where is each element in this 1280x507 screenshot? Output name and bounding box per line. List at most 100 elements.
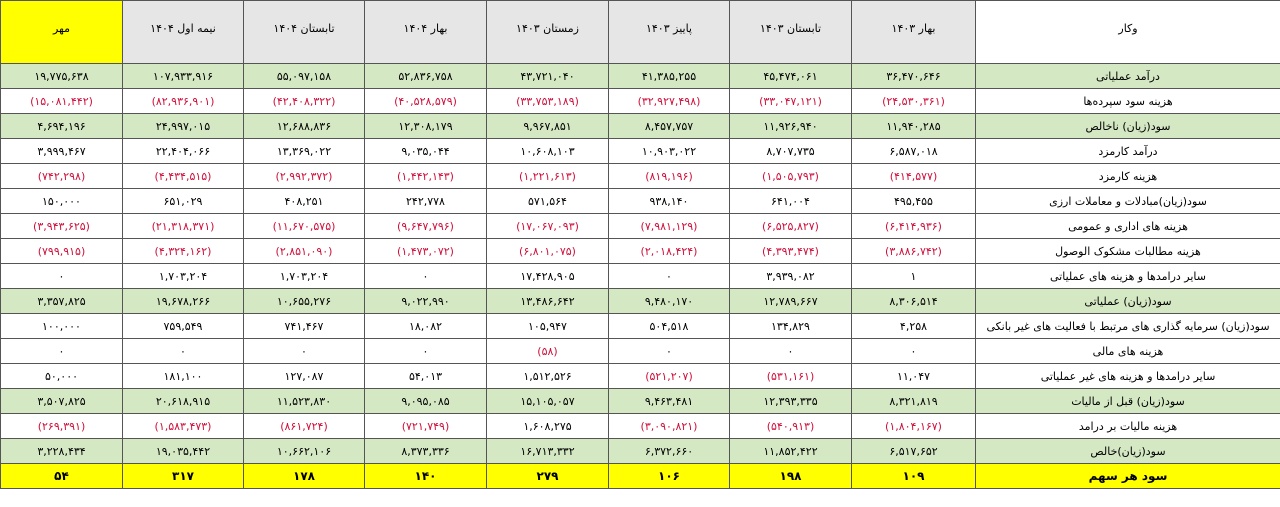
table-cell: ۴,۶۹۴,۱۹۶ <box>0 113 123 139</box>
table-cell: ۲۲,۴۰۴,۰۶۶ <box>122 138 244 164</box>
table-row: هزینه های اداری و عمومی (۶,۴۱۴,۹۳۶) (۶,۵۲۵… <box>0 213 1280 239</box>
table-row: سایر درامدها و هزینه های غیر عملیاتی ۱۱,۰… <box>0 363 1280 389</box>
table-cell: (۳۲,۹۲۷,۴۹۸) <box>608 88 730 114</box>
row-label: سود(زیان) سرمایه گذاری های مرتبط با فعال… <box>975 313 1280 339</box>
row-label: هزینه مالیات بر درامد <box>975 413 1280 439</box>
table-cell: ۱۹۸ <box>729 463 852 489</box>
column-header: بهار ۱۴۰۴ <box>364 0 487 64</box>
table-cell: ۴۰۸,۲۵۱ <box>243 188 365 214</box>
table-cell: ۰ <box>851 338 976 364</box>
table-cell: ۳,۹۳۹,۰۸۲ <box>729 263 852 289</box>
table-cell: ۹,۰۳۵,۰۴۴ <box>364 138 487 164</box>
table-cell: ۳۶,۴۷۰,۶۴۶ <box>851 63 976 89</box>
table-cell: ۰ <box>364 263 487 289</box>
table-cell: (۳۳,۰۴۷,۱۲۱) <box>729 88 852 114</box>
table-cell: ۱۰۵,۹۴۷ <box>486 313 609 339</box>
table-row: سود(زیان) قبل از مالیات ۸,۳۲۱,۸۱۹ ۱۲,۳۹۳,۳… <box>0 388 1280 414</box>
table-cell: ۲۷۹ <box>486 463 609 489</box>
table-cell: ۱۱,۵۲۳,۸۳۰ <box>243 388 365 414</box>
table-cell: ۱۰۶ <box>608 463 730 489</box>
table-cell: (۵۴۰,۹۱۳) <box>729 413 852 439</box>
row-label: سود(زیان) ناخالص <box>975 113 1280 139</box>
table-cell: (۴۲,۴۰۸,۳۲۲) <box>243 88 365 114</box>
table-cell: ۱,۷۰۳,۲۰۴ <box>243 263 365 289</box>
table-cell: (۲۴,۵۳۰,۳۶۱) <box>851 88 976 114</box>
row-label: هزینه کارمزد <box>975 163 1280 189</box>
table-cell: ۳۱۷ <box>122 463 244 489</box>
table-cell: ۳,۳۵۷,۸۲۵ <box>0 288 123 314</box>
table-cell: ۴۱,۳۸۵,۲۵۵ <box>608 63 730 89</box>
table-cell: ۱۲,۶۸۸,۸۳۶ <box>243 113 365 139</box>
table-cell: (۱,۸۰۴,۱۶۷) <box>851 413 976 439</box>
row-label: سود(زیان)مبادلات و معاملات ارزی <box>975 188 1280 214</box>
table-cell: ۱۹,۷۷۵,۶۳۸ <box>0 63 123 89</box>
table-cell: ۰ <box>364 338 487 364</box>
table-cell: ۲۴۲,۷۷۸ <box>364 188 487 214</box>
table-cell: (۷۲۱,۷۴۹) <box>364 413 487 439</box>
table-cell: ۳,۵۰۷,۸۲۵ <box>0 388 123 414</box>
column-header: تابستان ۱۴۰۴ <box>243 0 365 64</box>
row-label: سود هر سهم <box>975 463 1280 489</box>
table-cell: (۱,۵۸۳,۴۷۳) <box>122 413 244 439</box>
table-cell: ۱۰,۶۰۸,۱۰۳ <box>486 138 609 164</box>
table-cell: ۰ <box>243 338 365 364</box>
table-cell: ۱۲,۷۸۹,۶۶۷ <box>729 288 852 314</box>
table-cell: ۱۰۹ <box>851 463 976 489</box>
table-cell: ۱۳,۳۶۹,۰۲۲ <box>243 138 365 164</box>
row-label: هزینه مطالبات مشکوک الوصول <box>975 238 1280 264</box>
column-header: بهار ۱۴۰۳ <box>851 0 976 64</box>
table-cell: (۴,۴۳۴,۵۱۵) <box>122 163 244 189</box>
table-cell: (۲,۸۵۱,۰۹۰) <box>243 238 365 264</box>
table-cell: ۸,۳۲۱,۸۱۹ <box>851 388 976 414</box>
table-cell: ۱۸۱,۱۰۰ <box>122 363 244 389</box>
row-label: سایر درامدها و هزینه های غیر عملیاتی <box>975 363 1280 389</box>
table-cell: ۹۳۸,۱۴۰ <box>608 188 730 214</box>
table-row: هزینه مالیات بر درامد (۱,۸۰۴,۱۶۷) (۵۴۰,۹۱۳… <box>0 413 1280 439</box>
table-cell: ۸,۳۰۶,۵۱۴ <box>851 288 976 314</box>
table-cell: ۶۴۱,۰۰۴ <box>729 188 852 214</box>
table-cell: ۱,۷۰۳,۲۰۴ <box>122 263 244 289</box>
table-cell: (۵۲۱,۲۰۷) <box>608 363 730 389</box>
table-cell: ۱۴۰ <box>364 463 487 489</box>
table-cell: (۳۳,۷۵۳,۱۸۹) <box>486 88 609 114</box>
table-cell: ۸,۷۰۷,۷۳۵ <box>729 138 852 164</box>
table-row: سود(زیان)خالص ۶,۵۱۷,۶۵۲ ۱۱,۸۵۲,۴۲۲ ۶,۳۷۲,۶۶… <box>0 438 1280 464</box>
table-cell: (۳,۸۸۶,۷۴۲) <box>851 238 976 264</box>
table-cell: ۹,۹۶۷,۸۵۱ <box>486 113 609 139</box>
column-header: نیمه اول ۱۴۰۴ <box>122 0 244 64</box>
table-cell: ۱۱,۹۲۶,۹۴۰ <box>729 113 852 139</box>
table-cell: ۱ <box>851 263 976 289</box>
table-cell: (۶,۸۰۱,۰۷۵) <box>486 238 609 264</box>
table-row: هزینه های مالی ۰ ۰ ۰ (۵۸) ۰ ۰ ۰ ۰ <box>0 338 1280 364</box>
table-cell: ۵۵,۰۹۷,۱۵۸ <box>243 63 365 89</box>
table-cell: (۲,۰۱۸,۴۲۴) <box>608 238 730 264</box>
table-cell: ۱۱,۰۴۷ <box>851 363 976 389</box>
column-header: پاییز ۱۴۰۳ <box>608 0 730 64</box>
column-header-label: وکار <box>975 0 1280 64</box>
row-label: سود(زیان) قبل از مالیات <box>975 388 1280 414</box>
table-cell: (۱۷,۰۶۷,۰۹۳) <box>486 213 609 239</box>
table-cell: ۱۱,۸۵۲,۴۲۲ <box>729 438 852 464</box>
table-cell: ۹,۴۶۳,۴۸۱ <box>608 388 730 414</box>
table-row: سود(زیان)مبادلات و معاملات ارزی ۴۹۵,۴۵۵ ۶۴… <box>0 188 1280 214</box>
table-cell: ۱۸,۰۸۲ <box>364 313 487 339</box>
table-cell: (۵۳۱,۱۶۱) <box>729 363 852 389</box>
table-row: سود هر سهم ۱۰۹ ۱۹۸ ۱۰۶ ۲۷۹ ۱۴۰ ۱۷۸ ۳۱۷ ۵۴ <box>0 463 1280 489</box>
table-cell: ۷۵۹,۵۴۹ <box>122 313 244 339</box>
table-cell: ۱۰,۹۰۳,۰۲۲ <box>608 138 730 164</box>
row-label: سایر درامدها و هزینه های عملیاتی <box>975 263 1280 289</box>
table-cell: ۱۵۰,۰۰۰ <box>0 188 123 214</box>
table-cell: (۴۰,۵۲۸,۵۷۹) <box>364 88 487 114</box>
table-cell: ۲۴,۹۹۷,۰۱۵ <box>122 113 244 139</box>
financial-table: وکار بهار ۱۴۰۳ تابستان ۱۴۰۳ پاییز ۱۴۰۳ زمستا… <box>0 0 1280 489</box>
table-row: درآمد عملیاتی ۳۶,۴۷۰,۶۴۶ ۴۵,۴۷۴,۰۶۱ ۴۱,۳۸۵,… <box>0 63 1280 89</box>
column-header: تابستان ۱۴۰۳ <box>729 0 852 64</box>
table-cell: ۹,۰۹۵,۰۸۵ <box>364 388 487 414</box>
table-cell: ۶,۵۸۷,۰۱۸ <box>851 138 976 164</box>
table-row: سایر درامدها و هزینه های عملیاتی ۱ ۳,۹۳۹,۰… <box>0 263 1280 289</box>
table-cell: ۱,۶۰۸,۲۷۵ <box>486 413 609 439</box>
table-cell: (۸۱۹,۱۹۶) <box>608 163 730 189</box>
table-row: سود(زیان) عملیاتی ۸,۳۰۶,۵۱۴ ۱۲,۷۸۹,۶۶۷ ۹,۴۸… <box>0 288 1280 314</box>
table-cell: ۸,۳۷۳,۳۳۶ <box>364 438 487 464</box>
table-cell: (۷,۹۸۱,۱۲۹) <box>608 213 730 239</box>
